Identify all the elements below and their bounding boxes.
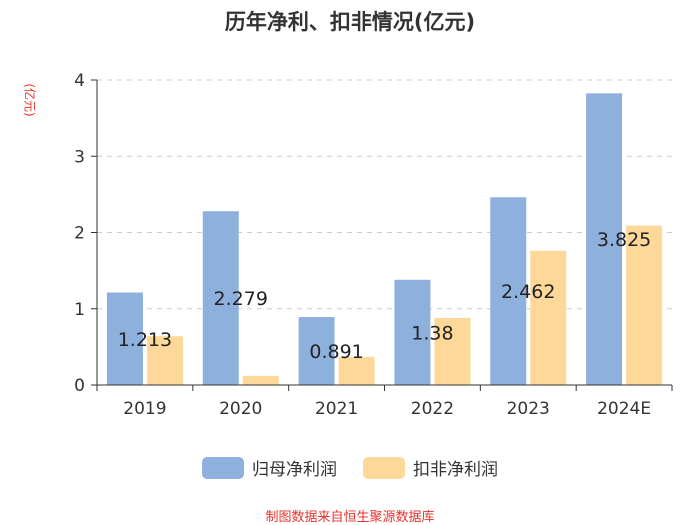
axes: 0 1 2 3 4 2019 2020 2021 2022 2023 2024E (74, 71, 673, 419)
bar-deducted-net-profit (242, 375, 279, 385)
bar-parent-net-profit (490, 197, 527, 385)
y-tick-label: 3 (74, 147, 85, 167)
data-labels: 1.213 2.279 0.891 1.38 2.462 3.825 (118, 229, 652, 363)
y-tick-label: 0 (74, 376, 85, 396)
x-tick-label: 2024E (597, 399, 651, 419)
legend: 归母净利润 扣非净利润 (0, 455, 700, 480)
data-label: 1.213 (118, 329, 172, 351)
bar-deducted-net-profit (434, 317, 471, 385)
data-label: 0.891 (309, 341, 363, 363)
legend-label: 归母净利润 (252, 460, 337, 480)
bar-deducted-net-profit (530, 250, 567, 385)
legend-item-parent-net-profit[interactable]: 归母净利润 (202, 455, 337, 480)
legend-label: 扣非净利润 (413, 460, 498, 480)
bar-parent-net-profit (202, 211, 239, 385)
x-tick-label: 2023 (507, 399, 550, 419)
bar-parent-net-profit (586, 93, 623, 385)
data-label: 2.279 (214, 288, 268, 310)
data-label: 1.38 (411, 322, 453, 344)
data-label: 3.825 (597, 229, 651, 251)
bar-deducted-net-profit (146, 336, 183, 385)
bar-deducted-net-profit (626, 225, 663, 385)
legend-item-deducted-net-profit[interactable]: 扣非净利润 (363, 455, 498, 480)
legend-swatch (202, 456, 244, 479)
legend-swatch (363, 456, 405, 479)
x-tick-label: 2020 (219, 399, 262, 419)
bar-parent-net-profit (298, 317, 335, 385)
bars (106, 93, 663, 385)
x-tick-label: 2019 (123, 399, 166, 419)
bar-deducted-net-profit (338, 356, 375, 385)
data-source-note: 制图数据来自恒生聚源数据库 (265, 510, 435, 525)
bar-parent-net-profit (394, 279, 431, 385)
grid-lines (97, 79, 672, 310)
x-tick-label: 2022 (411, 399, 454, 419)
chart-title: 历年净利、扣非情况(亿元) (224, 10, 476, 34)
y-tick-label: 2 (74, 224, 85, 244)
data-label: 2.462 (501, 281, 555, 303)
y-tick-label: 4 (74, 71, 85, 91)
y-tick-label: 1 (74, 300, 85, 320)
bar-parent-net-profit (106, 292, 143, 385)
x-tick-label: 2021 (315, 399, 358, 419)
